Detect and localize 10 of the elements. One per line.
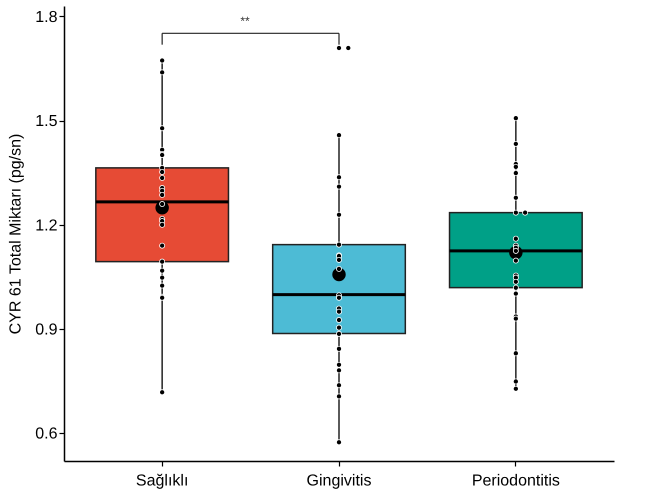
y-tick-label: 1.2 <box>35 217 58 234</box>
annotation: ** <box>240 14 250 28</box>
y-tick-label: 1.5 <box>35 113 58 130</box>
y-tick-label: 1.8 <box>35 8 58 26</box>
x-tick-label: Periodontitis <box>472 472 560 490</box>
y-axis-title: CYR 61 Total Miktarı (pg/sn) <box>7 134 24 334</box>
y-tick-label: 0.9 <box>35 322 58 339</box>
x-tick-label: Sağlıklı <box>136 472 188 490</box>
y-tick-label: 0.6 <box>35 426 58 443</box>
x-tick-label: Gingivitis <box>306 472 372 490</box>
